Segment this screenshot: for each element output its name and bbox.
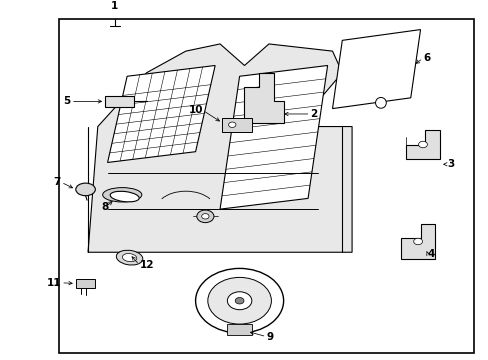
Bar [105,96,134,107]
Ellipse shape [116,250,142,265]
Bar [59,19,473,353]
Polygon shape [400,224,434,260]
Text: 12: 12 [139,260,154,270]
Polygon shape [244,73,283,123]
Text: 2: 2 [310,109,317,119]
Ellipse shape [228,122,235,127]
Ellipse shape [235,297,244,304]
Polygon shape [220,66,327,209]
Ellipse shape [110,191,139,202]
Ellipse shape [102,188,142,202]
Text: 8: 8 [102,202,108,212]
Polygon shape [405,130,439,159]
Text: 4: 4 [427,249,434,259]
Text: 3: 3 [447,159,454,169]
Ellipse shape [227,292,251,310]
Ellipse shape [122,253,137,262]
Text: 7: 7 [54,177,61,187]
Polygon shape [332,30,420,109]
Ellipse shape [201,213,208,219]
Text: 10: 10 [188,105,203,116]
Ellipse shape [195,269,283,333]
Polygon shape [107,66,215,162]
Ellipse shape [413,238,422,245]
Text: 9: 9 [266,332,273,342]
Polygon shape [88,44,351,252]
Text: 1: 1 [111,1,118,11]
Ellipse shape [76,183,95,196]
Ellipse shape [418,141,427,148]
Ellipse shape [196,210,214,222]
Ellipse shape [207,278,271,324]
Text: 6: 6 [422,53,429,63]
Bar [222,118,251,132]
Bar [227,324,251,335]
Bar [76,279,95,288]
Text: 5: 5 [63,96,71,107]
Text: 11: 11 [46,278,61,288]
Ellipse shape [375,98,386,108]
